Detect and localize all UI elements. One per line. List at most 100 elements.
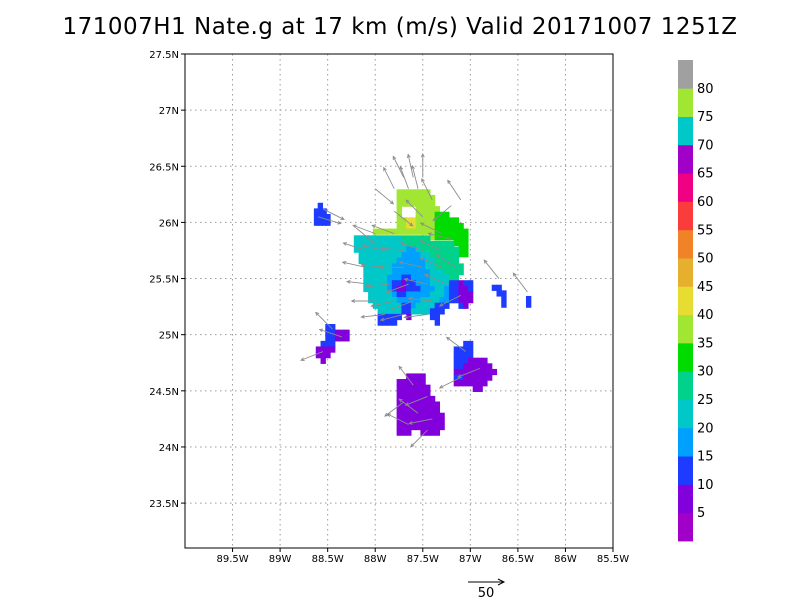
heatmap-cell <box>368 269 374 276</box>
heatmap-cell <box>410 263 417 270</box>
heatmap-cell <box>377 269 383 276</box>
heatmap-cell <box>429 206 436 213</box>
heatmap-cell <box>382 285 388 293</box>
heatmap-cell <box>482 363 488 370</box>
heatmap-cell <box>401 395 407 403</box>
heatmap-cell <box>458 363 464 370</box>
heatmap-cell <box>406 401 412 408</box>
heatmap-cell <box>330 324 336 331</box>
heatmap-cell <box>410 189 417 196</box>
heatmap-cell <box>396 189 402 196</box>
heatmap-cell <box>377 257 383 264</box>
heatmap-cell <box>425 280 431 287</box>
wind-vector-head <box>407 296 413 301</box>
heatmap-cell <box>448 252 455 259</box>
wind-vector <box>399 261 423 268</box>
heatmap-cell <box>444 211 450 218</box>
heatmap-cell <box>453 274 460 281</box>
wind-vector-head <box>399 242 404 246</box>
heatmap-cell <box>425 228 431 235</box>
heatmap-cell <box>448 257 455 264</box>
heatmap-cell <box>410 423 417 431</box>
heatmap-cell <box>401 246 407 253</box>
colorbar-label: 15 <box>697 450 714 465</box>
heatmap-cell <box>415 280 421 287</box>
heatmap-cell <box>425 269 431 276</box>
heatmap-cell <box>458 251 464 258</box>
heatmap-cell <box>406 291 412 298</box>
heatmap-cell <box>458 239 464 247</box>
heatmap-cell <box>401 228 407 235</box>
heatmap-cell <box>477 368 483 376</box>
heatmap-cell <box>396 269 402 276</box>
wind-vector-head <box>399 165 404 171</box>
wind-vector-head <box>371 224 376 229</box>
heatmap-cell <box>401 429 407 436</box>
colorbar-segment <box>678 342 693 372</box>
heatmap-cell <box>425 274 431 281</box>
wind-vector <box>398 366 414 386</box>
heatmap-cell <box>415 285 421 293</box>
heatmap-cell <box>401 217 407 224</box>
colorbar-label: 5 <box>697 506 705 521</box>
heatmap-cell <box>444 274 450 281</box>
heatmap-cell <box>401 412 407 419</box>
heatmap-cell <box>391 235 398 242</box>
heatmap-cell <box>415 189 421 196</box>
heatmap-cell <box>410 252 417 259</box>
heatmap-cell <box>415 291 421 298</box>
heatmap-cell <box>363 285 369 293</box>
wind-vector-head <box>427 232 433 237</box>
heatmap-cell <box>444 285 450 293</box>
heatmap-cell <box>406 194 412 202</box>
heatmap-cell <box>429 423 436 431</box>
wind-vector <box>404 278 428 285</box>
colorbar-segment <box>678 456 693 485</box>
heatmap-cell <box>382 297 388 304</box>
colorbar-label: 10 <box>697 478 714 493</box>
colorbar-segment <box>678 399 693 429</box>
heatmap-cell <box>420 246 426 253</box>
wind-vector <box>405 396 428 406</box>
heatmap-cell <box>330 340 336 348</box>
heatmap-cell <box>458 291 464 298</box>
heatmap-cell <box>425 285 431 293</box>
wind-vector-head <box>300 357 305 361</box>
heatmap-cell <box>467 291 474 298</box>
heatmap-cell <box>429 291 436 298</box>
heatmap-cell <box>420 252 426 259</box>
heatmap-cell <box>325 324 331 331</box>
heatmap-cell <box>448 228 455 235</box>
x-tick-label: 89W <box>269 554 292 565</box>
heatmap-cell <box>425 423 431 431</box>
heatmap-cell <box>406 217 412 224</box>
heatmap-cell <box>406 274 412 281</box>
heatmap-cell <box>448 291 455 298</box>
colorbar-label: 45 <box>697 280 714 295</box>
heatmap-cell <box>467 374 474 381</box>
heatmap-cell <box>313 213 320 221</box>
wind-vector-head <box>403 277 409 282</box>
heatmap-cell <box>372 235 379 242</box>
heatmap-cell <box>429 308 436 315</box>
heatmap-cell <box>387 280 393 287</box>
heatmap-cell <box>434 401 441 408</box>
heatmap-cell <box>467 340 474 348</box>
heatmap-cell <box>358 257 364 264</box>
heatmap-cell <box>420 263 426 270</box>
heatmap-cell <box>448 285 455 293</box>
heatmap-cell <box>321 213 327 221</box>
y-tick-label: 25.5N <box>149 275 179 286</box>
heatmap-cell <box>415 222 421 230</box>
heatmap-cell <box>463 280 469 287</box>
heatmap-cell <box>406 297 412 304</box>
wind-vector-head <box>405 199 410 204</box>
heatmap-cell <box>434 308 441 315</box>
colorbar-label: 60 <box>697 195 714 210</box>
wind-vector-head <box>406 153 411 159</box>
y-tick-label: 27.5N <box>149 50 179 61</box>
heatmap-cell <box>410 269 417 276</box>
heatmap-cell <box>420 373 426 380</box>
heatmap-cell <box>396 285 402 293</box>
grid-lines <box>185 54 613 548</box>
